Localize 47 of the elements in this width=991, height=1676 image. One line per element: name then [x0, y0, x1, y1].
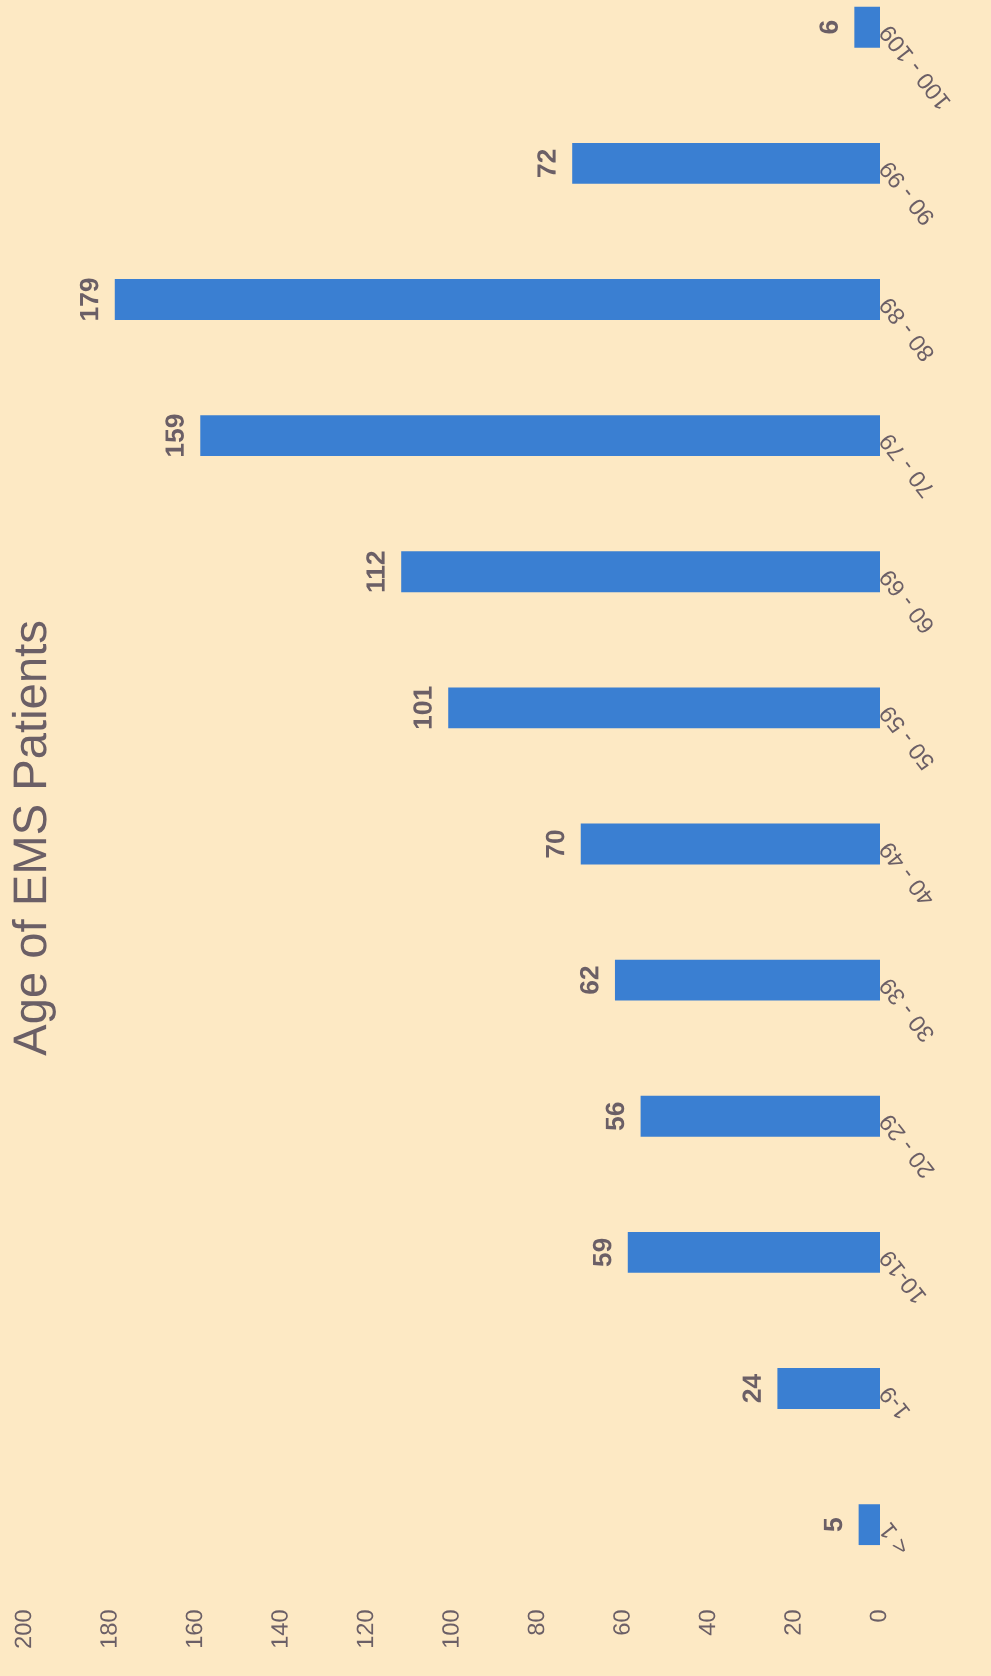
x-tick-label: 160 [185, 1610, 203, 1648]
y-tick-label: 70 - 79 [878, 432, 936, 499]
y-tick-label: 80 - 89 [878, 296, 936, 363]
y-tick-label: 40 - 49 [878, 840, 936, 908]
bar [580, 823, 880, 865]
data-label: 101 [413, 686, 432, 729]
bar [627, 1231, 880, 1273]
x-tick-label: 80 [527, 1610, 545, 1635]
bar [777, 1368, 880, 1409]
bar [114, 279, 880, 320]
x-tick-label: 60 [613, 1610, 630, 1635]
bar [614, 959, 880, 1001]
data-label: 70 [545, 830, 565, 858]
x-tick-label: 200 [14, 1610, 32, 1648]
bar [448, 687, 880, 729]
data-label: 112 [366, 551, 385, 592]
x-tick-label: 140 [271, 1610, 288, 1648]
y-tick-label: 60 - 69 [878, 568, 936, 636]
y-tick-label: 20 - 29 [878, 1113, 936, 1180]
x-tick-label: 20 [784, 1610, 801, 1635]
y-tick-label: 90 - 99 [878, 160, 936, 227]
data-label: 6 [819, 20, 839, 34]
y-tick-label: 50 - 59 [878, 704, 936, 772]
data-label: 159 [165, 414, 184, 456]
bar [401, 551, 880, 593]
y-tick-label: 30 - 39 [878, 977, 936, 1044]
bar [858, 1504, 880, 1546]
text: Age of EMS Patients [11, 621, 56, 1056]
x-tick-label: 40 [698, 1610, 716, 1636]
data-label: 179 [79, 278, 99, 320]
x-tick-label: 120 [356, 1610, 374, 1648]
x-tick-label: 0 [869, 1610, 887, 1622]
data-label: 56 [605, 1102, 625, 1131]
data-label: 62 [579, 966, 599, 994]
data-label: 72 [537, 149, 556, 177]
x-tick-label: 100 [442, 1610, 459, 1648]
x-tick-label: 180 [100, 1610, 117, 1648]
data-label: 24 [742, 1373, 761, 1403]
bar [640, 1095, 880, 1137]
data-label: 5 [823, 1518, 843, 1532]
bar [854, 6, 880, 48]
y-tick-label: < 1 [878, 1521, 911, 1557]
bar [200, 415, 880, 457]
data-label: 59 [592, 1238, 612, 1267]
y-tick-label: 1-9 [878, 1385, 911, 1421]
y-tick-label: 100 - 109 [878, 24, 951, 111]
bar [572, 142, 880, 184]
